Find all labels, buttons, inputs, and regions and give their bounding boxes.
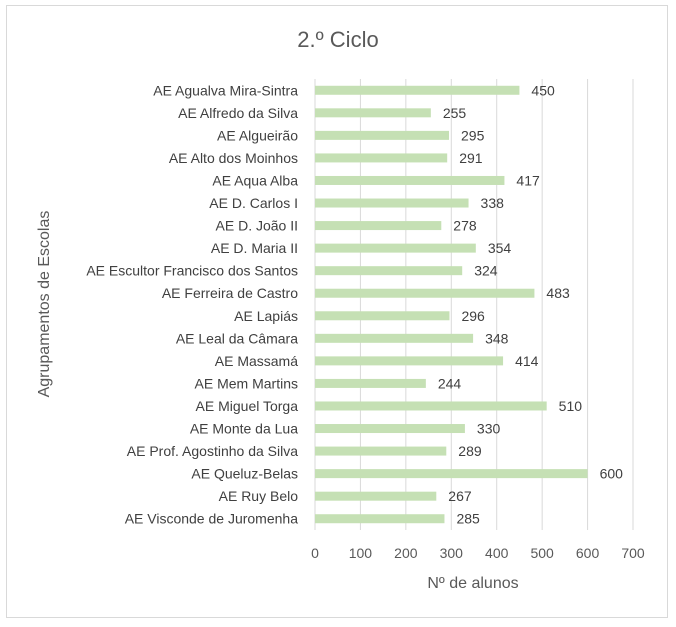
bar bbox=[315, 514, 445, 524]
x-axis-title: Nº de alunos bbox=[427, 575, 518, 592]
category-label: AE Agualva Mira-Sintra bbox=[153, 82, 298, 98]
value-label: 330 bbox=[477, 421, 501, 437]
category-label: AE D. Maria II bbox=[211, 240, 298, 256]
category-label: AE D. Carlos I bbox=[209, 195, 298, 211]
x-tick-label: 600 bbox=[576, 545, 600, 561]
category-label: AE Lapiás bbox=[234, 308, 298, 324]
value-label: 324 bbox=[474, 263, 498, 279]
x-tick-label: 500 bbox=[530, 545, 554, 561]
x-tick-label: 200 bbox=[394, 545, 418, 561]
bar bbox=[315, 401, 547, 411]
category-label: AE Prof. Agostinho da Silva bbox=[127, 443, 298, 459]
value-label: 510 bbox=[559, 398, 583, 414]
bar bbox=[315, 378, 426, 388]
category-label: AE Ferreira de Castro bbox=[162, 285, 298, 301]
category-labels: AE Agualva Mira-Sintra AE Alfredo da Silv… bbox=[86, 82, 298, 526]
bar bbox=[315, 153, 448, 163]
bar bbox=[315, 469, 588, 479]
x-tick-label: 0 bbox=[311, 545, 319, 561]
bar bbox=[315, 85, 520, 95]
category-label: AE Mem Martins bbox=[195, 375, 298, 391]
category-label: AE Alto dos Moinhos bbox=[169, 150, 298, 166]
x-tick-label: 400 bbox=[485, 545, 509, 561]
value-label: 600 bbox=[600, 466, 624, 482]
x-tick-label: 100 bbox=[349, 545, 373, 561]
category-label: AE Escultor Francisco dos Santos bbox=[86, 263, 298, 279]
x-tick-label: 300 bbox=[440, 545, 464, 561]
bar bbox=[315, 266, 463, 276]
value-label: 244 bbox=[438, 375, 462, 391]
bar bbox=[315, 130, 450, 140]
bar bbox=[315, 175, 505, 185]
category-label: AE Algueirão bbox=[217, 127, 298, 143]
bar bbox=[315, 243, 476, 253]
x-tick-label: 700 bbox=[621, 545, 645, 561]
bar bbox=[315, 221, 442, 231]
category-label: AE Monte da Lua bbox=[190, 421, 298, 437]
bar bbox=[315, 108, 431, 118]
value-label: 278 bbox=[453, 218, 477, 234]
value-label: 417 bbox=[516, 172, 540, 188]
value-label: 414 bbox=[515, 353, 539, 369]
value-label: 295 bbox=[461, 127, 485, 143]
bar bbox=[315, 424, 465, 434]
gridlines bbox=[314, 79, 634, 530]
value-label: 267 bbox=[448, 488, 472, 504]
value-label: 255 bbox=[443, 105, 467, 121]
bar bbox=[315, 288, 535, 298]
value-label: 285 bbox=[456, 511, 480, 527]
bar bbox=[315, 311, 450, 321]
category-label: AE Aqua Alba bbox=[212, 172, 298, 188]
category-label: AE Ruy Belo bbox=[219, 488, 299, 504]
category-label: AE Miguel Torga bbox=[196, 398, 299, 414]
value-label: 338 bbox=[481, 195, 505, 211]
bar bbox=[315, 491, 437, 501]
category-label: AE D. João II bbox=[216, 218, 298, 234]
bars bbox=[315, 85, 588, 524]
category-label: AE Massamá bbox=[215, 353, 298, 369]
value-label: 296 bbox=[461, 308, 485, 324]
category-label: AE Alfredo da Silva bbox=[178, 105, 298, 121]
bar bbox=[315, 333, 474, 343]
category-label: AE Queluz-Belas bbox=[191, 466, 298, 482]
chart-title: 2.º Ciclo bbox=[297, 27, 378, 52]
value-label: 450 bbox=[531, 82, 555, 98]
x-tick-labels: 0 100 200 300 400 500 600 700 bbox=[311, 545, 645, 561]
value-label: 291 bbox=[459, 150, 483, 166]
category-label: AE Leal da Câmara bbox=[176, 330, 298, 346]
bar bbox=[315, 356, 504, 366]
value-label: 483 bbox=[546, 285, 570, 301]
value-label: 354 bbox=[488, 240, 512, 256]
y-axis-title: Agrupamentos de Escolas bbox=[36, 211, 53, 398]
bar bbox=[315, 198, 469, 208]
category-label: AE Visconde de Juromenha bbox=[125, 511, 299, 527]
value-label: 348 bbox=[485, 330, 509, 346]
value-label: 289 bbox=[458, 443, 482, 459]
bar bbox=[315, 446, 447, 456]
